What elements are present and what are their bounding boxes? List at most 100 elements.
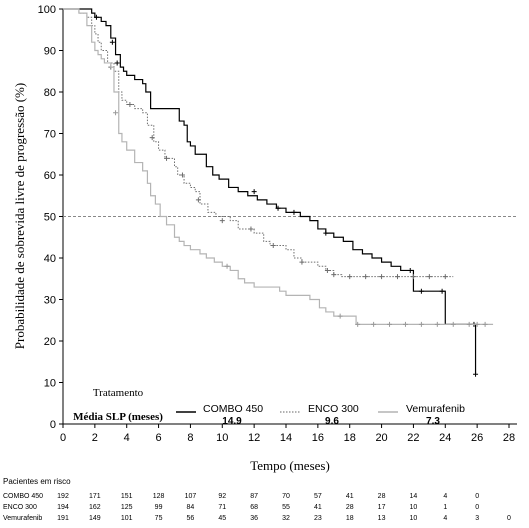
risk-value: 10 bbox=[410, 515, 418, 522]
censor-mark bbox=[113, 110, 119, 116]
censor-mark bbox=[248, 226, 254, 232]
censor-mark bbox=[270, 243, 276, 249]
risk-value: 107 bbox=[185, 493, 197, 500]
censor-mark bbox=[402, 321, 408, 327]
censor-mark bbox=[299, 259, 305, 265]
risk-value: 0 bbox=[507, 515, 511, 522]
risk-value: 0 bbox=[475, 493, 479, 500]
x-tick-label: 22 bbox=[407, 432, 419, 444]
risk-value: 17 bbox=[378, 504, 386, 511]
risk-value: 4 bbox=[443, 515, 447, 522]
censor-mark bbox=[275, 205, 281, 211]
censor-mark bbox=[149, 135, 155, 141]
x-tick-label: 18 bbox=[344, 432, 356, 444]
censor-mark bbox=[371, 321, 377, 327]
risk-value: 41 bbox=[346, 493, 354, 500]
censor-mark bbox=[291, 209, 297, 215]
risk-value: 55 bbox=[282, 504, 290, 511]
censor-mark bbox=[466, 321, 472, 327]
risk-value: 149 bbox=[89, 515, 101, 522]
risk-row-label: COMBO 450 bbox=[3, 493, 43, 500]
risk-value: 71 bbox=[218, 504, 226, 511]
censor-mark bbox=[164, 155, 170, 161]
legend: Tratamento Média SLP (meses) COMBO 450 1… bbox=[73, 387, 465, 427]
risk-value: 28 bbox=[378, 493, 386, 500]
censor-mark bbox=[251, 189, 257, 195]
y-tick-label: 90 bbox=[44, 46, 56, 58]
censor-mark bbox=[337, 313, 343, 319]
risk-value: 162 bbox=[89, 504, 101, 511]
risk-value: 41 bbox=[314, 504, 322, 511]
x-tick-label: 6 bbox=[156, 432, 162, 444]
censor-mark bbox=[363, 274, 369, 280]
risk-value: 57 bbox=[314, 493, 322, 500]
y-tick-label: 30 bbox=[44, 295, 56, 307]
risk-value: 75 bbox=[155, 515, 163, 522]
risk-value: 36 bbox=[250, 515, 258, 522]
legend-median-label: Média SLP (meses) bbox=[73, 411, 163, 423]
risk-value: 128 bbox=[153, 493, 165, 500]
censor-mark bbox=[418, 288, 424, 294]
risk-value: 125 bbox=[121, 504, 133, 511]
risk-value: 68 bbox=[250, 504, 258, 511]
censor-mark bbox=[395, 274, 400, 280]
censor-mark bbox=[379, 274, 385, 280]
risk-value: 87 bbox=[250, 493, 258, 500]
risk-value: 32 bbox=[282, 515, 290, 522]
censor-mark bbox=[324, 267, 330, 273]
y-tick-label: 10 bbox=[44, 378, 56, 390]
x-tick-label: 28 bbox=[503, 432, 515, 444]
legend-median-enco: 9.6 bbox=[325, 416, 339, 427]
y-axis-ticks: 0 10 20 30 40 50 60 70 80 90 100 bbox=[38, 4, 63, 431]
x-tick-label: 4 bbox=[124, 432, 130, 444]
censor-mark bbox=[439, 288, 445, 294]
survival-curves bbox=[63, 8, 494, 377]
risk-value: 0 bbox=[475, 504, 479, 511]
censor-mark bbox=[473, 371, 479, 377]
censor-mark bbox=[434, 321, 440, 327]
censor-mark bbox=[407, 267, 413, 273]
risk-value: 192 bbox=[57, 493, 69, 500]
censor-mark bbox=[410, 274, 416, 280]
y-tick-label: 40 bbox=[44, 253, 56, 265]
censor-mark bbox=[323, 230, 329, 236]
censor-mark bbox=[114, 60, 120, 66]
legend-median-combo: 14.9 bbox=[222, 416, 242, 427]
censor-mark bbox=[224, 263, 230, 269]
x-axis-ticks: 0 2 4 6 8 10 12 14 16 18 20 22 24 26 28 bbox=[60, 424, 515, 444]
risk-value: 3 bbox=[475, 515, 479, 522]
legend-title: Tratamento bbox=[93, 387, 144, 399]
risk-table: Pacientes em risco COMBO 450 192 171 151 128… bbox=[3, 477, 511, 522]
curve-enco-300 bbox=[63, 8, 454, 278]
y-axis-label: Probabilidade de sobrevida livre de prog… bbox=[12, 83, 27, 349]
risk-value: 13 bbox=[378, 515, 386, 522]
y-tick-label: 100 bbox=[38, 4, 56, 16]
censor-mark bbox=[418, 321, 424, 327]
censor-mark bbox=[426, 274, 432, 280]
x-tick-label: 0 bbox=[60, 432, 66, 444]
censor-mark bbox=[474, 321, 480, 327]
censor-mark bbox=[127, 101, 133, 107]
censor-mark bbox=[331, 272, 337, 278]
risk-value: 99 bbox=[155, 504, 163, 511]
x-tick-label: 2 bbox=[92, 432, 98, 444]
y-tick-label: 70 bbox=[44, 129, 56, 141]
risk-value: 70 bbox=[282, 493, 290, 500]
risk-value: 14 bbox=[410, 493, 418, 500]
x-tick-label: 10 bbox=[216, 432, 228, 444]
risk-value: 4 bbox=[443, 493, 447, 500]
censor-mark bbox=[219, 218, 225, 224]
risk-value: 92 bbox=[218, 493, 226, 500]
risk-row-label: ENCO 300 bbox=[3, 504, 37, 511]
censor-mark bbox=[195, 197, 201, 203]
risk-value: 1 bbox=[443, 504, 447, 511]
y-tick-label: 60 bbox=[44, 170, 56, 182]
legend-label-combo: COMBO 450 bbox=[203, 403, 263, 415]
risk-value: 194 bbox=[57, 504, 69, 511]
risk-value: 56 bbox=[187, 515, 195, 522]
risk-table-rows: COMBO 450 192 171 151 128 107 92 87 70 57 41 28 14 4 0… bbox=[3, 493, 511, 522]
risk-row-label: Vemurafenib bbox=[3, 515, 42, 522]
censor-mark bbox=[442, 274, 448, 280]
censor-mark bbox=[355, 321, 361, 327]
